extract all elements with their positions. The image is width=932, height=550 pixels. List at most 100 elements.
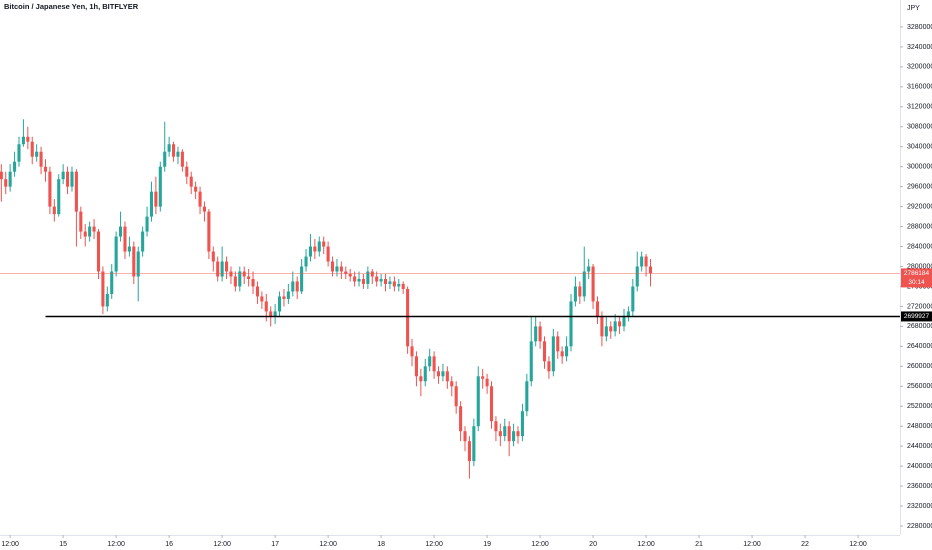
candle-body xyxy=(361,278,365,284)
candle-body xyxy=(441,371,445,377)
candle-body xyxy=(423,366,427,382)
candle-body xyxy=(313,246,317,252)
candle-body xyxy=(225,261,229,272)
x-tick-label: 22 xyxy=(801,541,809,548)
x-tick-label: 17 xyxy=(271,541,279,548)
candle-body xyxy=(419,376,423,382)
candle-body xyxy=(388,281,392,284)
y-tick-label: 2320000 xyxy=(907,503,932,510)
candle-body xyxy=(582,271,586,297)
candle-body xyxy=(379,278,383,282)
candle-body xyxy=(158,166,162,207)
x-tick-label: 12:00 xyxy=(637,541,655,548)
candle-body xyxy=(185,166,189,177)
candle-body xyxy=(454,386,458,407)
candle-body xyxy=(529,341,533,382)
candle-body xyxy=(13,161,17,172)
y-tick-label: 2440000 xyxy=(907,443,932,450)
y-tick-label: 3000000 xyxy=(907,164,932,171)
candle-body xyxy=(383,278,388,284)
currency-label: JPY xyxy=(907,5,920,12)
last-price-label: 2786184 xyxy=(904,270,930,277)
candle-body xyxy=(308,246,312,257)
candle-body xyxy=(626,311,630,317)
candle-body xyxy=(366,271,370,284)
candle-body xyxy=(202,206,207,212)
candle-body xyxy=(39,151,43,167)
candle-body xyxy=(560,351,564,357)
candle-body xyxy=(255,286,260,297)
y-tick-label: 2600000 xyxy=(907,363,932,370)
candle-body xyxy=(176,151,180,157)
candle-body xyxy=(70,171,74,187)
y-tick-label: 2560000 xyxy=(907,383,932,390)
candle-body xyxy=(520,411,524,437)
x-tick-label: 12:00 xyxy=(319,541,337,548)
candle-body xyxy=(273,311,277,317)
chart-title: Bitcoin / Japanese Yen, 1h, BITFLYER xyxy=(4,2,139,11)
candle-body xyxy=(463,431,467,442)
candle-body xyxy=(180,151,184,167)
candle-body xyxy=(428,356,432,367)
candle-body xyxy=(149,191,154,217)
candle-body xyxy=(344,271,348,274)
candle-body xyxy=(30,141,34,157)
candle-body xyxy=(397,283,401,287)
candle-body xyxy=(498,431,502,437)
candle-body xyxy=(61,171,65,180)
candle-body xyxy=(494,421,498,432)
candle-body xyxy=(472,426,476,462)
candle-body xyxy=(269,311,273,317)
candle-body xyxy=(233,276,237,287)
candle-body xyxy=(335,266,339,272)
candle-body xyxy=(507,426,511,442)
candle-body xyxy=(141,231,145,252)
candle-body xyxy=(52,206,56,215)
candle-body xyxy=(277,296,282,312)
y-tick-label: 2400000 xyxy=(907,463,932,470)
candle-body xyxy=(640,256,644,267)
last-price-box xyxy=(901,268,932,288)
candle-body xyxy=(304,256,308,267)
candle-body xyxy=(251,278,255,287)
candle-body xyxy=(432,356,436,372)
candle-body xyxy=(534,326,538,342)
candle-body xyxy=(211,251,215,262)
candle-body xyxy=(247,276,251,279)
level-label: 2699927 xyxy=(904,313,930,320)
x-tick-label: 16 xyxy=(165,541,173,548)
candle-body xyxy=(375,276,379,282)
candle-body xyxy=(565,346,569,357)
candle-body xyxy=(613,321,617,332)
candle-body xyxy=(604,326,608,337)
candle-body xyxy=(370,271,374,277)
level-label-box xyxy=(901,311,932,322)
candle-body xyxy=(525,381,529,412)
candle-body xyxy=(127,246,131,252)
candle-body xyxy=(551,336,555,372)
candle-body xyxy=(414,356,418,377)
candle-body xyxy=(587,266,591,272)
candle-body xyxy=(445,371,449,382)
candle-body xyxy=(330,261,335,272)
candle-body xyxy=(88,226,92,237)
candle-body xyxy=(644,256,648,267)
x-tick-label: 12:00 xyxy=(107,541,125,548)
candle-body xyxy=(216,261,220,277)
candle-body xyxy=(220,261,224,277)
x-tick-label: 18 xyxy=(377,541,385,548)
candle-body xyxy=(198,191,202,207)
candle-body xyxy=(242,271,246,277)
candle-body xyxy=(264,301,268,312)
x-tick-label: 12:00 xyxy=(743,541,761,548)
candle-body xyxy=(595,301,600,317)
y-tick-label: 2480000 xyxy=(907,423,932,430)
candle-body xyxy=(172,144,176,157)
x-tick-label: 12:00 xyxy=(425,541,443,548)
candle-body xyxy=(631,286,635,312)
candle-body xyxy=(436,371,441,377)
x-tick-label: 19 xyxy=(483,541,491,548)
countdown-label: 30:14 xyxy=(908,279,925,286)
candle-body xyxy=(92,226,96,232)
